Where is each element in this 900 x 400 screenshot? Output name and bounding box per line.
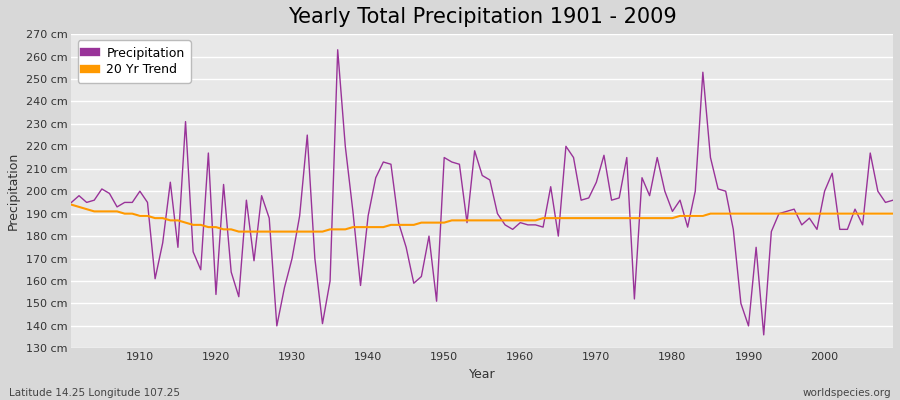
Legend: Precipitation, 20 Yr Trend: Precipitation, 20 Yr Trend [77, 40, 191, 82]
Precipitation [294, 214, 305, 218]
X-axis label: Year: Year [469, 368, 496, 381]
Precipitation [66, 200, 77, 205]
20 Yr Trend [614, 216, 625, 220]
20 Yr Trend [66, 202, 77, 207]
Text: worldspecies.org: worldspecies.org [803, 388, 891, 398]
Title: Yearly Total Precipitation 1901 - 2009: Yearly Total Precipitation 1901 - 2009 [288, 7, 677, 27]
Precipitation [759, 332, 769, 337]
20 Yr Trend [233, 229, 244, 234]
Line: Precipitation: Precipitation [71, 50, 893, 335]
Text: Latitude 14.25 Longitude 107.25: Latitude 14.25 Longitude 107.25 [9, 388, 180, 398]
20 Yr Trend [515, 218, 526, 223]
Precipitation [515, 220, 526, 225]
20 Yr Trend [302, 229, 312, 234]
Precipitation [332, 47, 343, 52]
20 Yr Trend [127, 211, 138, 216]
Precipitation [523, 222, 534, 227]
Precipitation [347, 209, 358, 214]
Precipitation [614, 196, 625, 200]
Precipitation [127, 200, 138, 205]
Line: 20 Yr Trend: 20 Yr Trend [71, 205, 893, 232]
20 Yr Trend [523, 218, 534, 223]
Y-axis label: Precipitation: Precipitation [7, 152, 20, 230]
20 Yr Trend [347, 225, 358, 230]
Precipitation [887, 198, 898, 202]
20 Yr Trend [887, 211, 898, 216]
